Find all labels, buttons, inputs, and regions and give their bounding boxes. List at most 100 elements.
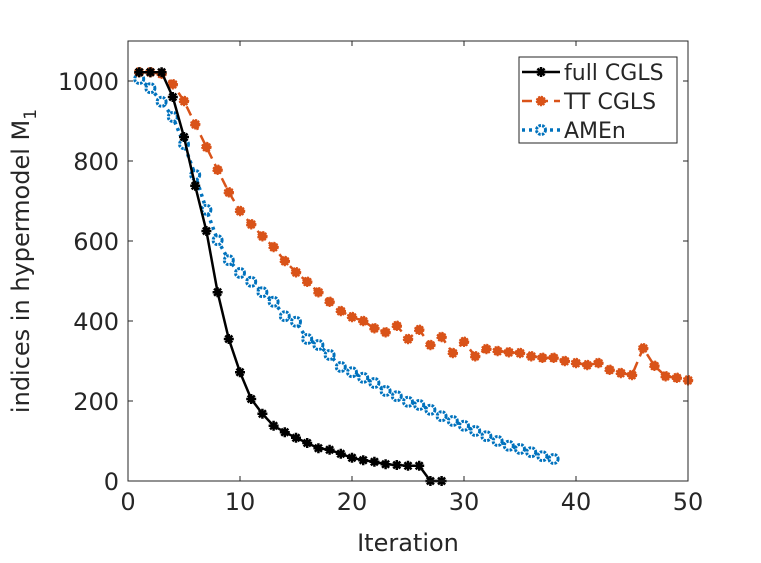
data-point-amen [234,267,246,279]
data-point-amen [357,371,370,384]
x-tick-label: 50 [673,488,704,516]
data-point-full-cgls [279,427,290,438]
data-point-amen [312,339,325,351]
x-tick-label: 20 [337,488,368,516]
data-point-amen [166,111,179,123]
data-point-amen [368,377,381,389]
data-point-full-cgls [313,443,324,454]
legend-label-amen: AMEn [564,119,626,144]
data-point-full-cgls [145,67,156,78]
data-point-tt-cgls [436,331,447,343]
y-axis-label: indices in hypermodel M1 [7,109,41,413]
data-point-full-cgls [190,180,201,191]
series-amen [133,73,560,465]
y-axis-label-subscript: 1 [21,109,41,120]
data-point-amen [458,419,470,432]
data-point-tt-cgls [615,367,627,379]
data-point-full-cgls [391,460,402,470]
data-point-amen [413,399,426,411]
data-point-amen [402,395,414,408]
data-point-full-cgls [324,444,335,455]
data-point-tt-cgls [503,346,515,358]
data-point-amen [379,385,392,397]
data-point-amen [469,425,482,437]
data-point-amen [278,310,291,323]
data-point-amen [547,453,560,465]
data-point-full-cgls [369,456,380,467]
data-point-full-cgls [347,452,357,463]
x-tick-label: 30 [449,488,480,516]
data-point-tt-cgls [481,343,492,355]
data-point-tt-cgls [626,369,638,381]
x-tick-label: 10 [225,488,256,516]
data-point-amen [334,361,347,373]
series-full-cgls [134,67,447,486]
data-point-amen [245,275,258,288]
data-point-tt-cgls [257,230,268,242]
data-point-tt-cgls [268,241,279,253]
data-point-amen [491,435,504,447]
data-point-tt-cgls [671,372,683,384]
data-point-tt-cgls [548,352,559,364]
legend-marker-amen [535,124,547,136]
data-point-tt-cgls [178,95,190,107]
data-point-amen [435,410,448,423]
data-point-full-cgls [380,459,391,470]
data-point-amen [536,450,549,463]
legend-label-full-cgls: full CGLS [564,61,664,86]
data-point-tt-cgls [189,118,201,130]
data-point-amen [301,333,314,345]
data-point-tt-cgls [637,342,649,354]
data-point-tt-cgls [604,364,615,376]
data-point-tt-cgls [525,350,537,362]
series-tt-cgls [133,66,694,386]
data-point-tt-cgls [223,186,235,198]
data-point-tt-cgls [570,357,582,369]
legend: full CGLS TT CGLS AMEn [518,56,678,144]
data-point-tt-cgls [234,205,246,217]
data-point-amen [323,349,336,361]
y-tick-label: 400 [73,308,119,336]
data-point-tt-cgls [346,311,358,323]
data-point-tt-cgls [201,141,212,153]
data-point-amen [256,286,269,299]
data-point-tt-cgls [458,336,470,348]
y-tick-label: 1000 [58,68,119,96]
data-point-amen [144,82,157,95]
data-point-full-cgls [358,455,369,466]
data-point-full-cgls [134,67,145,78]
data-point-tt-cgls [212,164,223,176]
x-tick-label: 40 [561,488,592,516]
data-point-tt-cgls [290,266,302,278]
data-point-amen [390,390,403,403]
y-tick-label: 800 [73,148,119,176]
data-point-full-cgls [302,438,313,448]
data-point-tt-cgls [335,305,347,317]
data-point-full-cgls [212,287,223,298]
data-point-full-cgls [179,132,189,142]
data-point-full-cgls [291,432,301,443]
data-point-full-cgls [257,408,268,419]
data-point-tt-cgls [380,326,391,338]
data-point-amen [155,95,168,108]
data-point-tt-cgls [357,315,369,327]
series-line-full-cgls [139,70,442,483]
data-point-full-cgls [201,226,212,236]
data-point-amen [211,234,224,247]
data-point-tt-cgls [391,320,403,332]
data-point-full-cgls [246,394,257,404]
data-point-tt-cgls [649,360,660,372]
legend-marker-full-cgls [536,67,546,77]
data-point-full-cgls [235,367,245,378]
data-point-tt-cgls [514,347,526,359]
data-point-tt-cgls [537,352,548,364]
data-point-tt-cgls [301,276,313,288]
data-point-amen [222,254,235,267]
data-point-amen [502,439,515,452]
data-point-tt-cgls [413,324,425,336]
data-point-tt-cgls [447,347,459,359]
data-point-tt-cgls [279,255,291,267]
data-point-amen [480,430,493,443]
data-point-tt-cgls [559,355,571,367]
data-point-tt-cgls [425,339,436,351]
